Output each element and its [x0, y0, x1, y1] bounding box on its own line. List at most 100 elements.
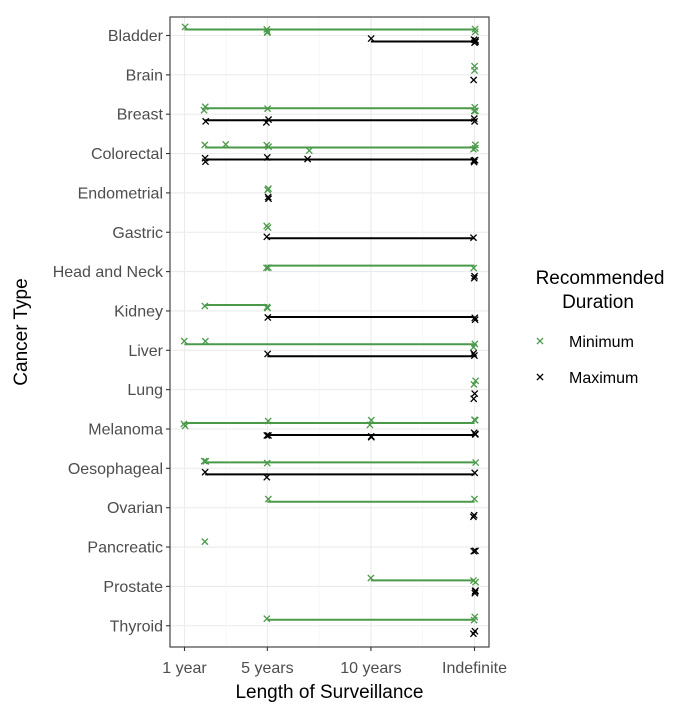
maximum-point [470, 395, 478, 403]
minimum-point-stroke-b [471, 340, 479, 348]
maximum-point [470, 351, 478, 360]
minimum-point-stroke-b [201, 337, 209, 345]
maximum-point-stroke-b [470, 349, 478, 357]
maximum-point-stroke-b [263, 153, 271, 161]
minimum-point [263, 615, 271, 623]
minimum-point [471, 107, 479, 115]
maximum-point-stroke-b [470, 158, 478, 166]
maximum-point [472, 36, 480, 44]
maximum-point-stroke-b [472, 36, 480, 44]
maximum-point-stroke-b [469, 234, 478, 242]
maximum-point-stroke-b [471, 547, 479, 555]
maximum-point-stroke-b [264, 116, 273, 124]
maximum-point [264, 116, 273, 124]
legend-title-line-1: Recommended [536, 268, 665, 289]
minimum-point-stroke-b [201, 302, 209, 310]
maximum-point [201, 154, 209, 162]
minimum-point [471, 28, 479, 36]
minimum-point-stroke-b [471, 416, 479, 424]
plot-panel-border [169, 16, 490, 648]
y-tick-label: Ovarian [107, 500, 163, 517]
minimum-point [201, 302, 209, 310]
legend-label-maximum: Maximum [569, 370, 638, 387]
maximum-point-stroke-b [471, 587, 479, 595]
minimum-point [470, 264, 478, 272]
minimum-point-stroke-b [181, 422, 189, 430]
minimum-point [305, 147, 313, 155]
minimum-point [202, 457, 210, 465]
maximum-point [471, 589, 479, 597]
minimum-point-stroke-b [471, 613, 479, 621]
maximum-point [264, 193, 272, 201]
y-tick-label: Prostate [103, 579, 163, 596]
minimum-point [222, 140, 230, 148]
maximum-point-stroke-b [471, 390, 479, 398]
minimum-point-stroke-b [264, 105, 272, 113]
minimum-point [264, 185, 272, 193]
y-axis-title: Cancer Type [11, 278, 32, 385]
x-axis: 1 year 5 years 10 years Indefinite [162, 647, 507, 677]
minimum-point-stroke-b [262, 264, 271, 272]
minimum-point [180, 337, 188, 345]
y-tick-label: Colorectal [91, 146, 163, 163]
minimum-point-stroke-b [471, 28, 479, 36]
legend-label-minimum: Minimum [569, 334, 634, 351]
maximum-point-stroke-b [470, 395, 478, 403]
minimum-point [263, 25, 271, 33]
minimum-point-stroke-b [470, 264, 478, 272]
y-tick-label: Pancreatic [87, 540, 163, 557]
minimum-point [470, 62, 479, 70]
minimum-point [472, 377, 480, 385]
minimum-point-stroke-b [222, 140, 230, 148]
maximum-point-stroke-b [201, 468, 209, 476]
legend: Recommended Duration Minimum Maximum [536, 268, 665, 387]
y-tick-label: Head and Neck [53, 264, 164, 281]
minimum-point [471, 340, 479, 348]
maximum-point-stroke-b [470, 115, 478, 123]
minimum-point-stroke-b [264, 417, 272, 425]
maximum-point-stroke-b [367, 433, 375, 441]
minimum-point [264, 223, 272, 232]
x-tick-label: 5 years [241, 660, 293, 677]
legend-key-minimum-stroke-b [536, 337, 544, 345]
minimum-point-stroke-b [263, 615, 271, 623]
legend-key-maximum [536, 373, 544, 381]
minimum-point-stroke-b [471, 25, 479, 33]
minimum-point-stroke-b [470, 62, 479, 70]
minimum-point [264, 495, 272, 503]
minimum-point-stroke-b [264, 143, 273, 151]
minimum-point [201, 141, 209, 149]
minimum-point [263, 459, 271, 467]
y-tick-label: Endometrial [78, 185, 163, 202]
maximum-point-stroke-b [471, 316, 479, 324]
legend-key-maximum-stroke-b [536, 373, 544, 381]
maximum-point [471, 117, 479, 125]
maximum-point-stroke-b [263, 473, 271, 481]
maximum-point [263, 431, 271, 440]
minimum-point-stroke-b [264, 495, 272, 503]
minimum-point-stroke-b [201, 538, 209, 546]
y-tick-label: Melanoma [88, 422, 163, 439]
y-tick-label: Gastric [112, 225, 163, 242]
maximum-point-stroke-b [304, 155, 312, 163]
y-tick-label: Thyroid [110, 618, 163, 635]
minimum-point [181, 422, 189, 430]
minimum-point-stroke-b [200, 106, 208, 114]
minimum-point-stroke-b [263, 25, 271, 33]
minimum-point-stroke-b [263, 29, 271, 37]
maximum-point [367, 433, 375, 441]
minimum-point [471, 613, 479, 621]
maximum-point [471, 587, 479, 595]
maximum-point [470, 158, 478, 166]
minimum-point-stroke-b [264, 185, 272, 193]
maximum-point-stroke-b [264, 350, 272, 358]
minimum-point-stroke-b [180, 337, 188, 345]
x-axis-title: Length of Surveillance [235, 682, 423, 703]
maximum-point [471, 38, 480, 46]
maximum-point-stroke-b [264, 313, 272, 322]
maximum-point [201, 468, 209, 476]
x-tick-label: 10 years [340, 660, 401, 677]
minimum-point [472, 458, 480, 467]
minimum-point [263, 303, 271, 311]
maximum-point-stroke-b [471, 314, 479, 322]
